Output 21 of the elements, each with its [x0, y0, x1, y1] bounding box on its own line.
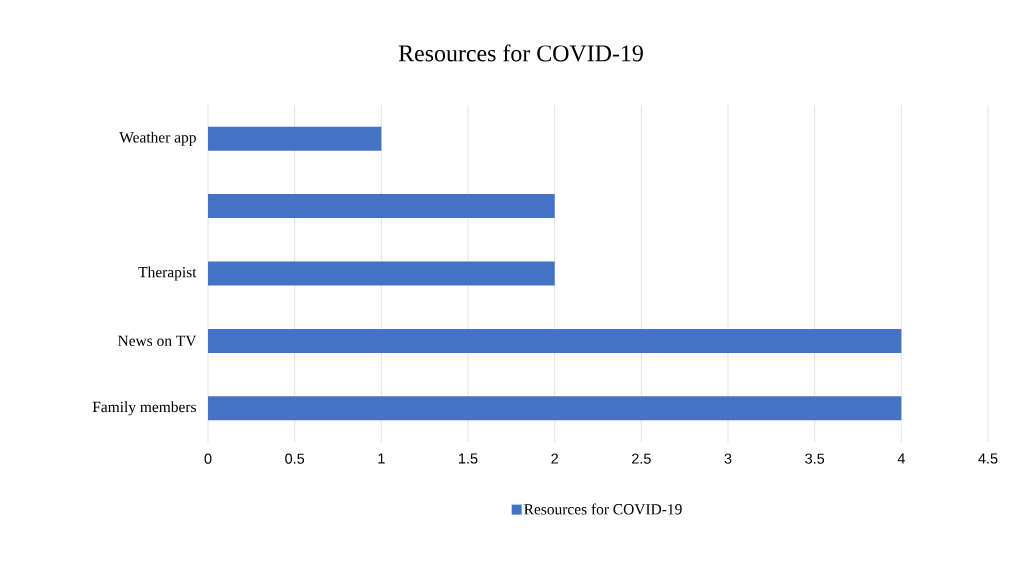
x-tick-label: 2.5 — [632, 453, 651, 464]
y-tick-label: Family members — [92, 401, 196, 416]
bar — [208, 126, 382, 151]
chart-title: Resources for COVID-19 — [398, 44, 643, 62]
x-tick-label: 0 — [204, 453, 212, 464]
y-tick-label: News on TV — [118, 335, 197, 347]
x-tick-label: 4 — [897, 453, 905, 464]
x-tick-label: 4.5 — [978, 453, 998, 464]
x-tick-label: 2 — [551, 453, 558, 464]
x-tick-label: 3 — [724, 453, 732, 464]
bar — [208, 396, 902, 421]
legend-label: Resources for COVID-19 — [524, 503, 682, 515]
x-tick-label: 3.5 — [805, 453, 825, 464]
x-tick-label: 1.5 — [459, 453, 478, 464]
y-tick-label: Therapist — [138, 266, 197, 281]
bar — [208, 328, 902, 353]
bar — [208, 194, 555, 219]
bar — [208, 261, 555, 286]
y-tick-label: Weather app — [119, 131, 196, 146]
x-tick-label: 1 — [378, 453, 385, 464]
x-tick-label: 0.5 — [285, 453, 305, 464]
